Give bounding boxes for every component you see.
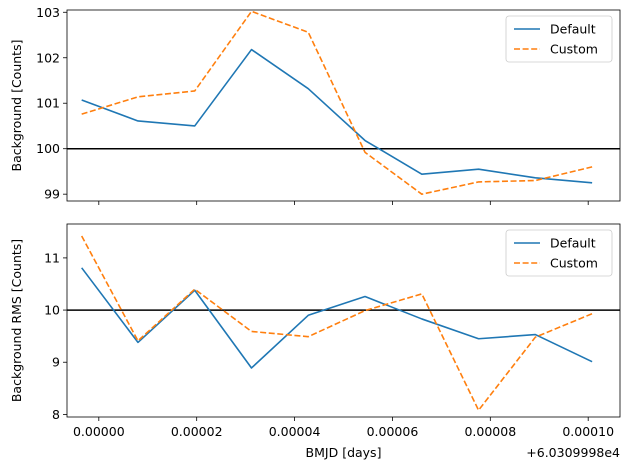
legend-label-default-1: Default bbox=[550, 236, 596, 251]
y-tick-label-1-3: 11 bbox=[44, 250, 60, 265]
x-tick-label-3: 0.00006 bbox=[367, 424, 419, 439]
x-axis-label: BMJD [days] bbox=[306, 445, 382, 460]
x-tick-label-1: 0.00002 bbox=[171, 424, 223, 439]
y-tick-label-0-1: 100 bbox=[36, 141, 60, 156]
y-tick-label-0-4: 103 bbox=[36, 5, 60, 20]
series-line-default-0 bbox=[81, 48, 593, 184]
x-tick-label-5: 0.00010 bbox=[562, 424, 614, 439]
x-tick-label-0: 0.00000 bbox=[73, 424, 125, 439]
y-tick-label-0-0: 99 bbox=[44, 187, 60, 202]
legend-label-custom-0: Custom bbox=[550, 42, 598, 57]
legend-label-default-0: Default bbox=[550, 22, 596, 37]
axes-frame-0 bbox=[66, 9, 621, 202]
y-axis-label-1: Background RMS [Counts] bbox=[9, 239, 24, 402]
series-line-custom-0 bbox=[81, 10, 593, 195]
legend-box-0 bbox=[505, 15, 613, 63]
x-tick-label-2: 0.00004 bbox=[269, 424, 321, 439]
y-axis-label-0: Background [Counts] bbox=[9, 40, 24, 172]
y-tick-label-0-3: 102 bbox=[36, 50, 60, 65]
series-line-default-1 bbox=[81, 267, 593, 369]
y-tick-label-1-2: 10 bbox=[44, 303, 60, 318]
y-tick-label-1-1: 9 bbox=[52, 355, 60, 370]
axes-frame-1 bbox=[66, 223, 621, 418]
y-tick-label-1-0: 8 bbox=[52, 407, 60, 422]
legend-box-1 bbox=[505, 229, 613, 277]
y-tick-label-0-2: 101 bbox=[36, 96, 60, 111]
series-line-custom-1 bbox=[80, 235, 593, 412]
x-tick-label-4: 0.00008 bbox=[464, 424, 516, 439]
x-axis-offset-label: +6.0309998e4 bbox=[526, 445, 620, 460]
legend-label-custom-1: Custom bbox=[550, 256, 598, 271]
